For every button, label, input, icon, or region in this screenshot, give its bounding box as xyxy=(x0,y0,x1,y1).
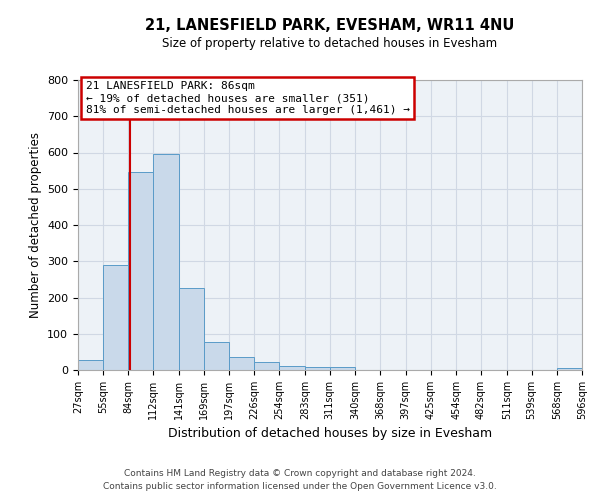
Bar xyxy=(204,342,229,370)
Text: Size of property relative to detached houses in Evesham: Size of property relative to detached ho… xyxy=(163,38,497,51)
Bar xyxy=(128,172,153,370)
X-axis label: Distribution of detached houses by size in Evesham: Distribution of detached houses by size … xyxy=(168,428,492,440)
Y-axis label: Number of detached properties: Number of detached properties xyxy=(29,132,41,318)
Bar xyxy=(279,366,305,370)
Bar xyxy=(305,367,329,370)
Bar xyxy=(179,288,204,370)
Bar xyxy=(153,154,179,370)
Bar xyxy=(329,368,355,370)
Bar xyxy=(78,360,103,370)
Bar xyxy=(557,368,582,370)
Text: 21 LANESFIELD PARK: 86sqm
← 19% of detached houses are smaller (351)
81% of semi: 21 LANESFIELD PARK: 86sqm ← 19% of detac… xyxy=(86,82,410,114)
Text: Contains HM Land Registry data © Crown copyright and database right 2024.: Contains HM Land Registry data © Crown c… xyxy=(124,468,476,477)
Bar xyxy=(229,356,254,370)
Text: Contains public sector information licensed under the Open Government Licence v3: Contains public sector information licen… xyxy=(103,482,497,491)
Bar xyxy=(254,362,279,370)
Text: 21, LANESFIELD PARK, EVESHAM, WR11 4NU: 21, LANESFIELD PARK, EVESHAM, WR11 4NU xyxy=(145,18,515,32)
Bar xyxy=(103,265,128,370)
